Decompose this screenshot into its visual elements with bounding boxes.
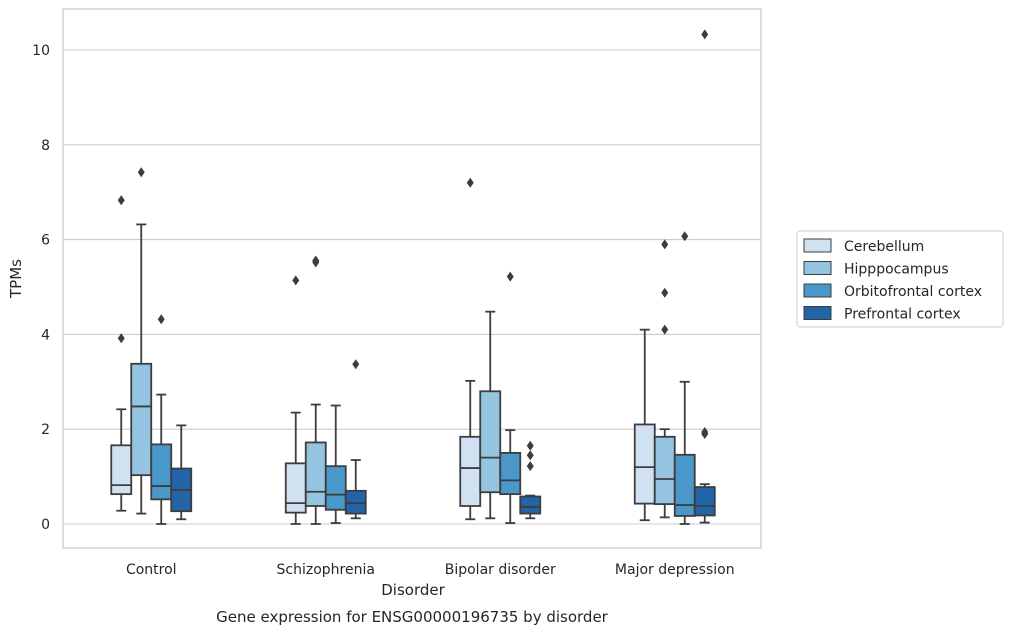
box-iqr — [324, 465, 347, 511]
box-cerebellum — [633, 328, 656, 522]
gridlines — [63, 49, 761, 525]
outlier-point — [117, 333, 125, 344]
legend-label: Cerebellum — [844, 239, 924, 255]
box-iqr — [499, 451, 522, 496]
box-plots — [110, 29, 716, 525]
outlier-point — [701, 427, 709, 438]
plot-frame — [62, 8, 762, 549]
legend-label: Hipppocampus — [844, 262, 949, 278]
outlier-point — [526, 461, 534, 472]
box-hipppocampus — [304, 255, 327, 525]
legend-label: Prefrontal cortex — [844, 307, 961, 323]
box-hipppocampus — [653, 239, 676, 519]
legend-swatch — [803, 261, 832, 275]
legend-label: Orbitofrontal cortex — [844, 284, 982, 300]
box-iqr — [693, 486, 716, 517]
box-iqr — [459, 435, 482, 507]
box-iqr — [519, 495, 542, 515]
box-hipppocampus — [130, 167, 153, 515]
outlier-point — [661, 239, 669, 250]
box-iqr — [479, 390, 502, 494]
box-orbitofrontal-cortex — [673, 231, 696, 525]
outlier-point — [526, 440, 534, 451]
box-iqr — [653, 435, 676, 505]
box-prefrontal-cortex — [693, 29, 716, 524]
outlier-point — [312, 255, 320, 266]
y-tick-label: 0 — [41, 517, 50, 533]
y-tick-label: 10 — [32, 43, 50, 59]
box-iqr — [344, 489, 367, 515]
legend: Cerebellum Hipppocampus Orbitofrontal cort… — [796, 230, 1004, 328]
outlier-point — [681, 231, 689, 242]
box-iqr — [110, 444, 133, 496]
outlier-point — [292, 275, 300, 286]
box-orbitofrontal-cortex — [499, 271, 522, 524]
outlier-point — [352, 359, 360, 370]
box-hipppocampus — [479, 310, 502, 520]
box-iqr — [673, 453, 696, 517]
box-iqr — [633, 423, 656, 505]
box-iqr — [304, 441, 327, 507]
outlier-point — [157, 314, 165, 325]
outlier-point — [466, 177, 474, 188]
outlier-point — [701, 29, 709, 40]
box-prefrontal-cortex — [170, 424, 193, 521]
x-tick-label: Control — [126, 562, 177, 578]
outlier-point — [137, 167, 145, 178]
box-prefrontal-cortex — [344, 359, 367, 520]
outlier-point — [661, 324, 669, 335]
x-tick-label: Bipolar disorder — [445, 562, 556, 578]
box-cerebellum — [459, 177, 482, 521]
box-prefrontal-cortex — [519, 440, 542, 520]
legend-swatch — [803, 283, 832, 298]
box-iqr — [150, 443, 173, 501]
y-tick-label: 8 — [41, 138, 50, 154]
box-orbitofrontal-cortex — [150, 314, 173, 525]
x-tick-label: Major depression — [615, 562, 735, 578]
outlier-point — [117, 195, 125, 206]
legend-swatch — [803, 238, 832, 253]
box-cerebellum — [110, 195, 133, 512]
chart-caption: Gene expression for ENSG00000196735 by d… — [216, 608, 609, 626]
y-tick-label: 6 — [41, 233, 50, 249]
legend-swatch — [803, 306, 832, 320]
x-tick-labels: Control Schizophrenia Bipolar disorder Majo… — [126, 562, 735, 578]
y-tick-labels: 0 2 4 6 8 10 — [32, 43, 50, 533]
outlier-point — [526, 450, 534, 461]
x-axis-label: Disorder — [381, 581, 445, 599]
box-iqr — [130, 362, 153, 477]
legend-frame — [796, 230, 1004, 328]
y-tick-label: 4 — [41, 327, 50, 343]
box-cerebellum — [284, 275, 307, 525]
outlier-point — [506, 271, 514, 282]
box-orbitofrontal-cortex — [324, 404, 347, 524]
box-iqr — [284, 462, 307, 514]
y-axis-label: TPMs — [7, 259, 25, 299]
y-tick-label: 2 — [41, 422, 50, 438]
x-tick-label: Schizophrenia — [277, 562, 375, 578]
outlier-point — [661, 287, 669, 298]
